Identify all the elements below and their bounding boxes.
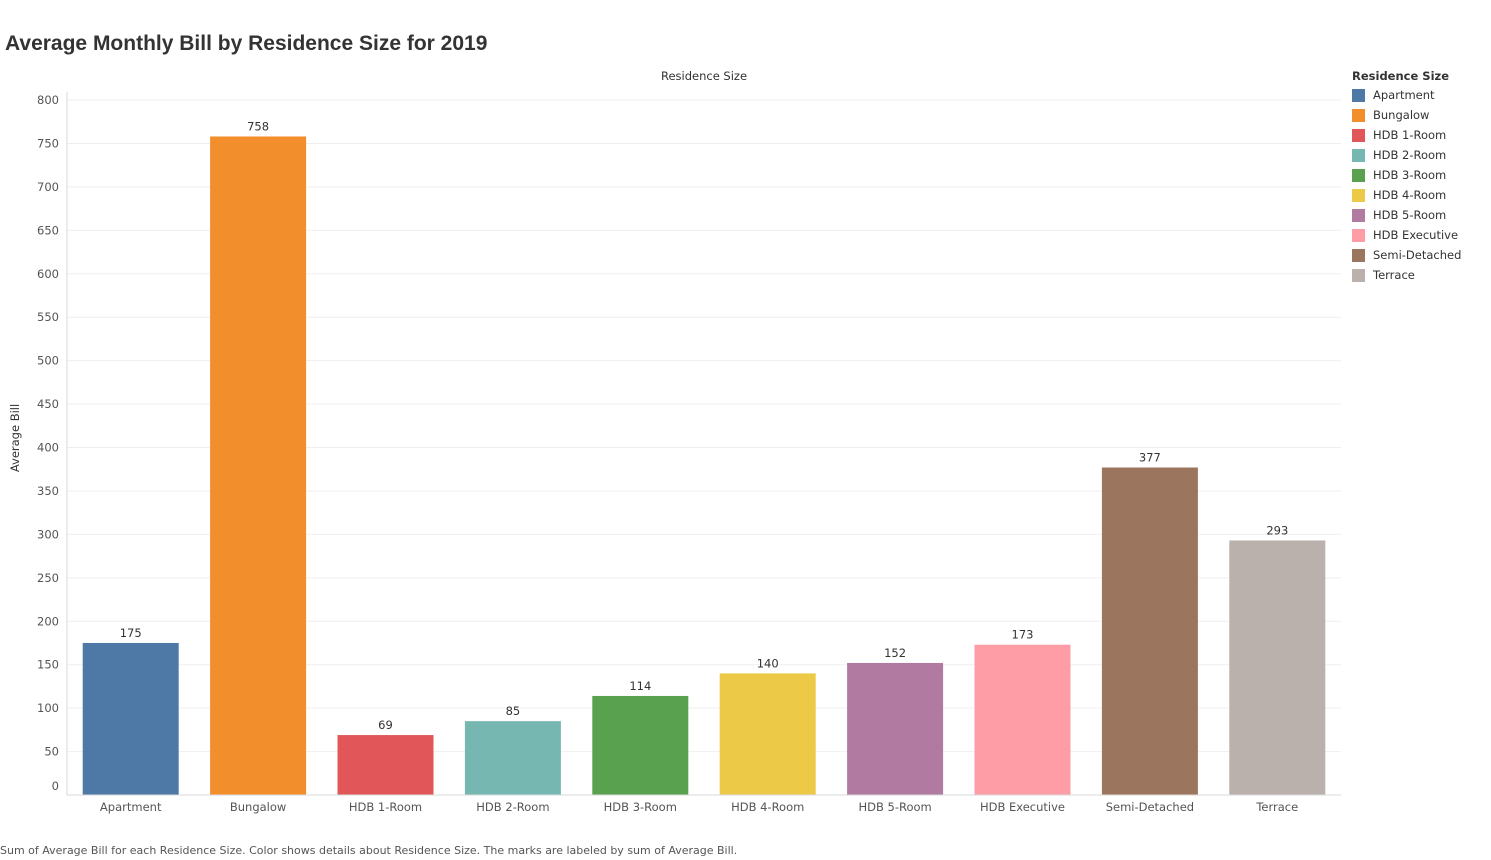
y-tick-label: 650: [37, 223, 59, 237]
legend-item[interactable]: Apartment: [1352, 85, 1461, 105]
bar[interactable]: [337, 735, 434, 795]
legend-swatch: [1352, 108, 1365, 122]
bar[interactable]: [1101, 467, 1198, 795]
x-tick-label: HDB Executive: [980, 800, 1065, 814]
legend-swatch: [1352, 248, 1365, 262]
legend-item[interactable]: HDB 4-Room: [1352, 185, 1461, 205]
bar[interactable]: [592, 695, 689, 795]
x-tick-label: Bungalow: [230, 800, 286, 814]
legend-label: HDB 2-Room: [1373, 148, 1447, 162]
legend-label: HDB 1-Room: [1373, 128, 1447, 142]
bars: [82, 136, 1326, 796]
y-tick-label: 250: [37, 571, 59, 585]
y-tick-label: 600: [37, 267, 59, 281]
x-tick-label: HDB 5-Room: [858, 800, 931, 814]
y-tick-label: 200: [37, 614, 59, 628]
legend-swatch: [1352, 188, 1365, 202]
chart-caption: Sum of Average Bill for each Residence S…: [0, 844, 738, 857]
x-tick-label: Apartment: [100, 800, 162, 814]
x-tick-label: HDB 4-Room: [731, 800, 804, 814]
legend-label: Semi-Detached: [1373, 248, 1462, 262]
legend-label: Bungalow: [1373, 108, 1430, 122]
y-tick-label: 0: [52, 779, 59, 793]
legend-item[interactable]: Bungalow: [1352, 105, 1461, 125]
x-tick-label: HDB 3-Room: [604, 800, 677, 814]
y-tick-label: 550: [37, 310, 59, 324]
x-tick-label: Terrace: [1255, 800, 1298, 814]
bar-value-label: 175: [120, 626, 142, 640]
legend-item[interactable]: HDB 1-Room: [1352, 125, 1461, 145]
legend-swatch: [1352, 228, 1365, 242]
legend: Residence Size Apartment Bungalow HDB 1-Ro…: [1352, 69, 1461, 285]
legend-item[interactable]: HDB Executive: [1352, 225, 1461, 245]
bar-value-label: 85: [506, 704, 521, 718]
legend-label: HDB 5-Room: [1373, 208, 1447, 222]
bar[interactable]: [1229, 540, 1326, 795]
y-tick-label: 300: [37, 527, 59, 541]
y-tick-label: 450: [37, 397, 59, 411]
y-tick-label: 150: [37, 658, 59, 672]
y-tick-label: 750: [37, 136, 59, 150]
legend-item[interactable]: HDB 3-Room: [1352, 165, 1461, 185]
bar-value-label: 152: [884, 646, 906, 660]
legend-item[interactable]: Semi-Detached: [1352, 245, 1461, 265]
legend-swatch: [1352, 168, 1365, 182]
legend-swatch: [1352, 88, 1365, 102]
legend-items: Apartment Bungalow HDB 1-Room HDB 2-Room HDB…: [1352, 85, 1461, 285]
bar-value-label: 293: [1266, 523, 1288, 537]
x-tick-label: Semi-Detached: [1106, 800, 1194, 814]
bar-value-label: 140: [757, 656, 779, 670]
bar[interactable]: [210, 136, 307, 796]
bar-value-label: 377: [1139, 450, 1161, 464]
legend-swatch: [1352, 148, 1365, 162]
bar-value-label: 758: [247, 119, 269, 133]
y-tick-label: 500: [37, 354, 59, 368]
x-axis-ticks: Apartment Bungalow HDB 1-Room HDB 2-Room HDB…: [100, 800, 1298, 814]
legend-label: HDB Executive: [1373, 228, 1459, 242]
legend-item[interactable]: HDB 5-Room: [1352, 205, 1461, 225]
bar-value-label: 69: [378, 718, 393, 732]
y-tick-label: 350: [37, 484, 59, 498]
bar-value-label: 173: [1012, 628, 1034, 642]
legend-swatch: [1352, 128, 1365, 142]
data-labels: 175 758 69 85 114 140 152 173 377 293: [120, 119, 1289, 732]
legend-item[interactable]: Terrace: [1352, 265, 1461, 285]
bar-value-label: 114: [629, 679, 651, 693]
legend-title: Residence Size: [1352, 69, 1449, 83]
legend-label: HDB 4-Room: [1373, 188, 1447, 202]
column-header: Residence Size: [661, 69, 747, 83]
y-tick-label: 800: [37, 93, 59, 107]
y-axis-label: Average Bill: [8, 404, 22, 472]
y-tick-label: 400: [37, 441, 59, 455]
legend-swatch: [1352, 268, 1365, 282]
x-tick-label: HDB 2-Room: [476, 800, 549, 814]
legend-label: Terrace: [1373, 268, 1415, 282]
legend-label: Apartment: [1373, 88, 1435, 102]
y-tick-label: 700: [37, 180, 59, 194]
bar[interactable]: [464, 721, 561, 795]
x-tick-label: HDB 1-Room: [349, 800, 422, 814]
bar[interactable]: [719, 673, 816, 795]
chart-title: Average Monthly Bill by Residence Size f…: [5, 32, 488, 55]
bar[interactable]: [82, 642, 179, 795]
y-tick-label: 50: [44, 745, 59, 759]
legend-label: HDB 3-Room: [1373, 168, 1447, 182]
legend-item[interactable]: HDB 2-Room: [1352, 145, 1461, 165]
bar[interactable]: [847, 662, 944, 795]
legend-swatch: [1352, 208, 1365, 222]
y-tick-label: 100: [37, 701, 59, 715]
y-axis-ticks: 0 50 100 150 200 250 300 350 400 450 500 550 600 650 7…: [37, 93, 59, 793]
bar[interactable]: [974, 644, 1071, 795]
